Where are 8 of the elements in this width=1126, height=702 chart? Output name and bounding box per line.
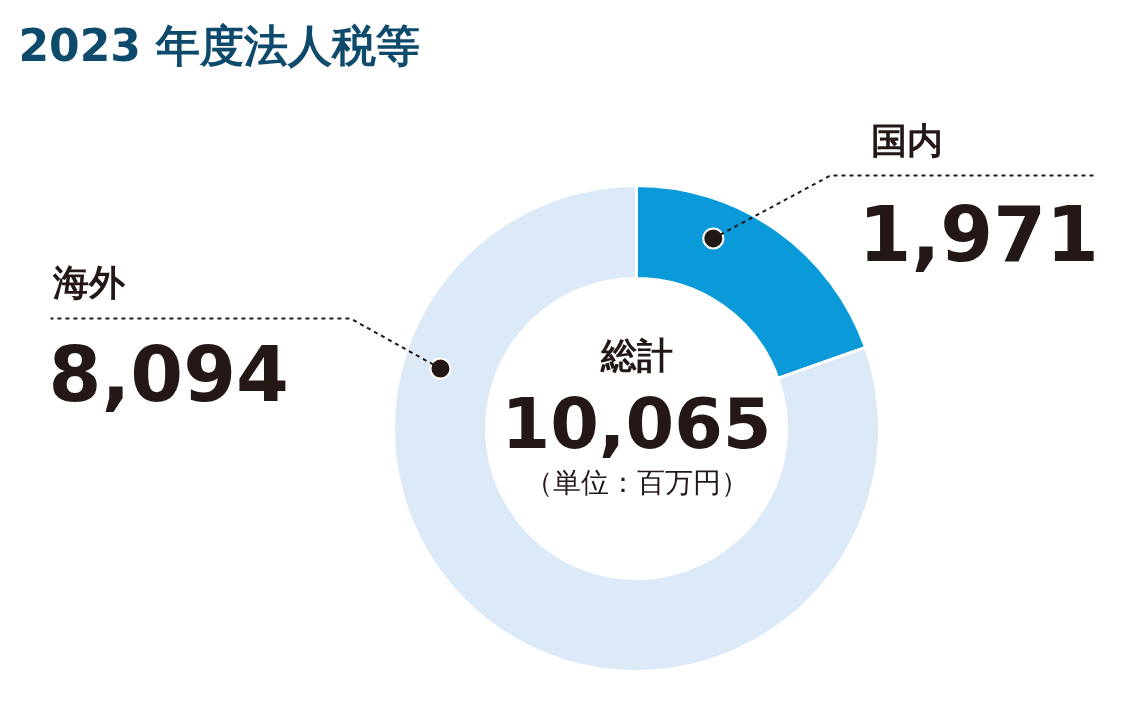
text: 総計 — [599, 335, 673, 376]
text: （単位：百万円） — [524, 466, 749, 499]
data-label: 1,971 — [858, 189, 1099, 279]
slice-label: 国内 — [870, 120, 943, 161]
text: 10,065 — [501, 383, 772, 465]
data-label: 8,094 — [48, 329, 289, 419]
chart-title: 2023 年度法人税等 — [18, 20, 421, 71]
slice-label: 海外 — [51, 262, 126, 303]
